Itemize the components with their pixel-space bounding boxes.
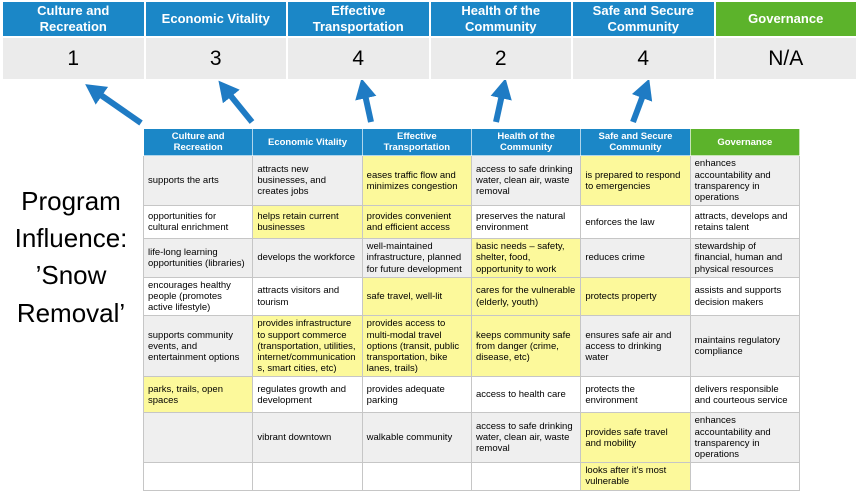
scoreboard-column: Culture and Recreation 1 bbox=[3, 2, 144, 79]
scoreboard-column: Governance N/A bbox=[715, 2, 856, 79]
pillar-header: Culture and Recreation bbox=[3, 2, 144, 36]
scoreboard: Culture and Recreation 1 Economic Vitality… bbox=[3, 2, 856, 79]
matrix-cell bbox=[689, 462, 801, 491]
matrix-table: Culture and Recreation Economic Vitality E… bbox=[142, 127, 801, 491]
matrix-cell: access to safe drinking water, clean air… bbox=[470, 155, 582, 207]
matrix-cell bbox=[142, 462, 254, 491]
arrow-icon bbox=[355, 80, 377, 123]
matrix-cell: safe travel, well-lit bbox=[361, 276, 472, 317]
pillar-header: Governance bbox=[715, 2, 856, 36]
title-line: ’Snow bbox=[35, 260, 107, 291]
arrows-layer bbox=[85, 80, 653, 126]
matrix-cell: enforces the law bbox=[580, 205, 691, 240]
arrow-icon bbox=[85, 84, 143, 126]
matrix-cell: supports community events, and entertain… bbox=[142, 315, 254, 378]
matrix-cell: provides safe travel and mobility bbox=[580, 412, 691, 464]
matrix-cell: life-long learning opportunities (librar… bbox=[142, 238, 254, 278]
table-row: looks after it's most vulnerable bbox=[142, 462, 801, 491]
matrix-cell: encourages healthy people (promotes acti… bbox=[142, 276, 254, 317]
scoreboard-column: Economic Vitality 3 bbox=[145, 2, 286, 79]
matrix-cell: provides adequate parking bbox=[361, 376, 472, 414]
matrix-cell: provides access to multi-modal travel op… bbox=[361, 315, 472, 378]
title-line: Influence: bbox=[14, 223, 128, 254]
matrix-cell: access to safe drinking water, clean air… bbox=[470, 412, 582, 464]
matrix-header: Effective Transportation bbox=[361, 127, 472, 157]
matrix-cell: supports the arts bbox=[142, 155, 254, 207]
pillar-score: 2 bbox=[430, 38, 571, 79]
matrix-cell: develops the workforce bbox=[252, 238, 363, 278]
matrix-header: Governance bbox=[689, 127, 801, 157]
title-line: Program bbox=[21, 186, 121, 216]
matrix-cell: attracts new businesses, and creates job… bbox=[252, 155, 363, 207]
table-row: vibrant downtown walkable community access… bbox=[142, 412, 801, 464]
matrix-cell: assists and supports decision makers bbox=[689, 276, 801, 317]
matrix-cell: vibrant downtown bbox=[252, 412, 363, 464]
matrix-cell: parks, trails, open spaces bbox=[142, 376, 254, 414]
matrix-cell: stewardship of financial, human and phys… bbox=[689, 238, 801, 278]
pillar-header: Safe and Secure Community bbox=[573, 2, 714, 36]
table-row: supports community events, and entertain… bbox=[142, 315, 801, 378]
matrix-cell: attracts, develops and retains talent bbox=[689, 205, 801, 240]
arrow-icon bbox=[630, 80, 653, 124]
pillar-score: N/A bbox=[715, 38, 856, 79]
matrix-cell: reduces crime bbox=[580, 238, 691, 278]
matrix-wrap: Culture and Recreation Economic Vitality E… bbox=[142, 127, 801, 491]
table-row: supports the arts attracts new businesses… bbox=[142, 155, 801, 207]
matrix-cell: opportunities for cultural enrichment bbox=[142, 205, 254, 240]
matrix-cell: keeps community safe from danger (crime,… bbox=[470, 315, 582, 378]
pillar-score: 3 bbox=[145, 38, 286, 79]
pillar-header: Economic Vitality bbox=[145, 2, 286, 36]
matrix-cell: helps retain current businesses bbox=[252, 205, 363, 240]
matrix-cell bbox=[252, 462, 363, 491]
matrix-cell: ensures safe air and access to drinking … bbox=[580, 315, 691, 378]
matrix-cell: attracts visitors and tourism bbox=[252, 276, 363, 317]
scoreboard-column: Effective Transportation 4 bbox=[288, 2, 429, 79]
matrix-cell: is prepared to respond to emergencies bbox=[580, 155, 691, 207]
matrix-cell bbox=[142, 412, 254, 464]
scoreboard-column: Safe and Secure Community 4 bbox=[573, 2, 714, 79]
table-row: parks, trails, open spaces regulates grow… bbox=[142, 376, 801, 414]
scoreboard-column: Health of the Community 2 bbox=[430, 2, 571, 79]
program-title: Program Influence: ’Snow Removal’ bbox=[0, 183, 142, 332]
matrix-header: Culture and Recreation bbox=[142, 127, 254, 157]
matrix-cell: eases traffic flow and minimizes congest… bbox=[361, 155, 472, 207]
pillar-header: Health of the Community bbox=[430, 2, 571, 36]
matrix-body: supports the arts attracts new businesses… bbox=[142, 155, 801, 491]
table-row: life-long learning opportunities (librar… bbox=[142, 238, 801, 278]
matrix-cell: enhances accountability and transparency… bbox=[689, 155, 801, 207]
matrix-cell: well-maintained infrastructure, planned … bbox=[361, 238, 472, 278]
matrix-cell: basic needs – safety, shelter, food, opp… bbox=[470, 238, 582, 278]
table-row: encourages healthy people (promotes acti… bbox=[142, 276, 801, 317]
table-row: opportunities for cultural enrichment hel… bbox=[142, 205, 801, 240]
matrix-cell: maintains regulatory compliance bbox=[689, 315, 801, 378]
pillar-score: 4 bbox=[573, 38, 714, 79]
matrix-cell: looks after it's most vulnerable bbox=[580, 462, 691, 491]
matrix-cell: regulates growth and development bbox=[252, 376, 363, 414]
matrix-cell: provides convenient and efficient access bbox=[361, 205, 472, 240]
matrix-cell bbox=[470, 462, 582, 491]
matrix-cell bbox=[361, 462, 472, 491]
pillar-score: 1 bbox=[3, 38, 144, 79]
matrix-cell: enhances accountability and transparency… bbox=[689, 412, 801, 464]
matrix-header: Health of the Community bbox=[470, 127, 582, 157]
matrix-header: Economic Vitality bbox=[252, 127, 363, 157]
pillar-header: Effective Transportation bbox=[288, 2, 429, 36]
matrix-header: Safe and Secure Community bbox=[580, 127, 691, 157]
pillar-score: 4 bbox=[288, 38, 429, 79]
matrix-cell: provides infrastructure to support comme… bbox=[252, 315, 363, 378]
matrix-cell: walkable community bbox=[361, 412, 472, 464]
matrix-cell: protects the environment bbox=[580, 376, 691, 414]
matrix-cell: access to health care bbox=[470, 376, 582, 414]
arrow-icon bbox=[490, 80, 512, 123]
matrix-cell: protects property bbox=[580, 276, 691, 317]
matrix-cell: preserves the natural environment bbox=[470, 205, 582, 240]
matrix-cell: delivers responsible and courteous servi… bbox=[689, 376, 801, 414]
matrix-cell: cares for the vulnerable (elderly, youth… bbox=[470, 276, 582, 317]
title-line: Removal’ bbox=[16, 297, 126, 328]
matrix-header-row: Culture and Recreation Economic Vitality E… bbox=[142, 127, 801, 157]
arrow-icon bbox=[218, 80, 255, 124]
